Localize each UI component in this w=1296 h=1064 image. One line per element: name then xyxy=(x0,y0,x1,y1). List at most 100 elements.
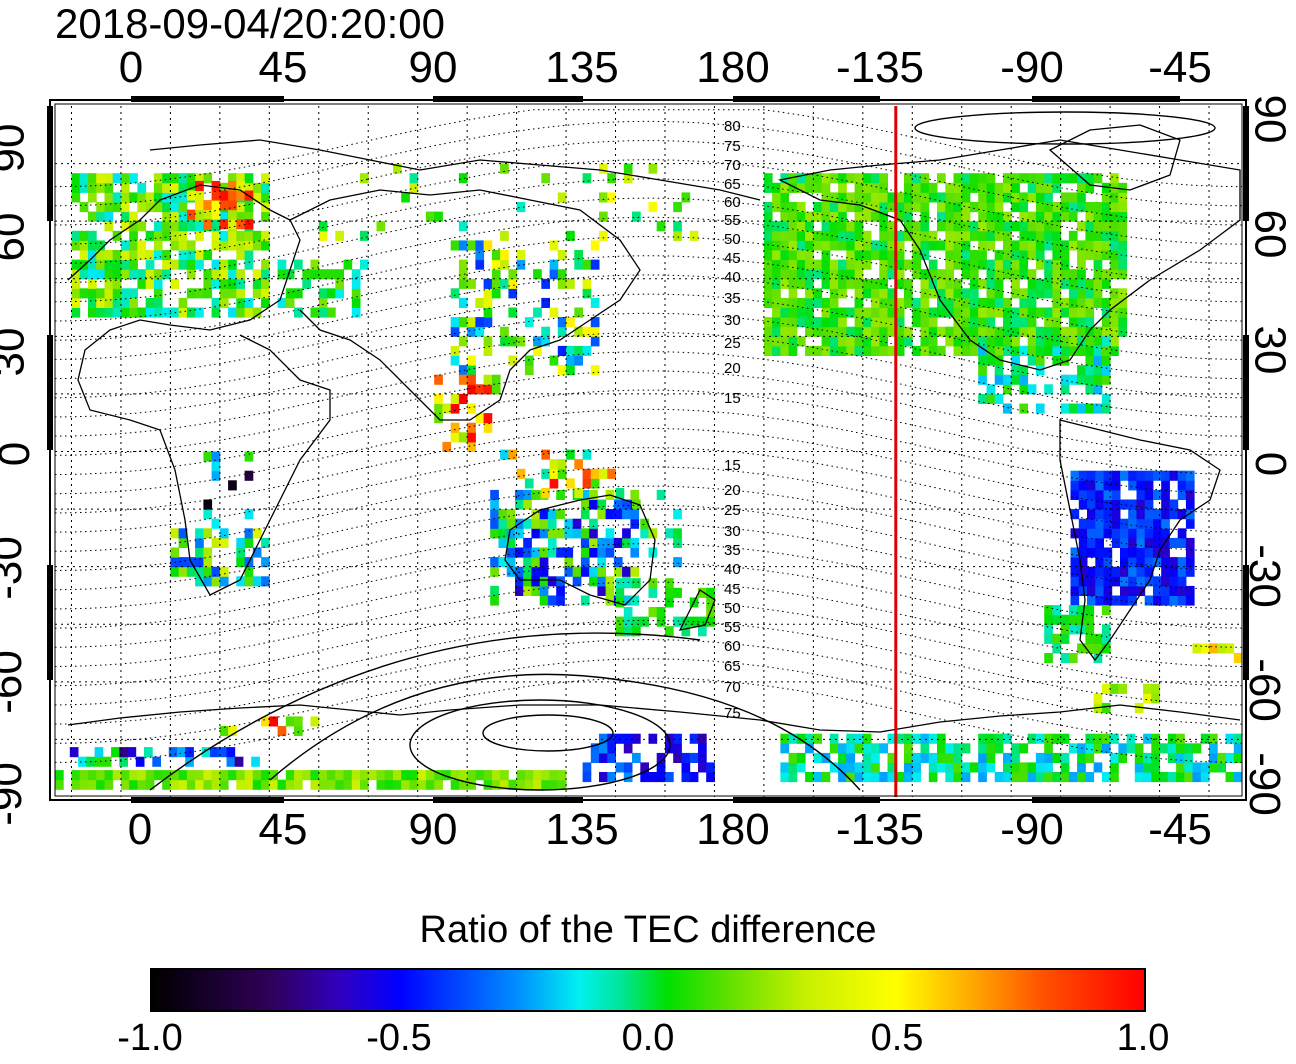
tec-cell xyxy=(1093,250,1103,261)
tec-cell xyxy=(1052,614,1062,625)
tec-cell xyxy=(1185,557,1195,568)
tec-cell xyxy=(838,230,847,241)
tec-cell xyxy=(623,607,633,618)
tec-cell xyxy=(88,211,97,222)
tec-cell xyxy=(244,240,254,251)
mlat-label-n35: 35 xyxy=(724,290,741,307)
tec-cell xyxy=(788,288,798,299)
tec-cell xyxy=(813,733,823,744)
tec-cell xyxy=(1044,240,1053,251)
tec-cell xyxy=(796,278,806,289)
tec-cell xyxy=(384,779,394,790)
tec-cell xyxy=(129,211,138,222)
tec-cell xyxy=(1085,202,1095,213)
tec-cell xyxy=(961,221,971,232)
tec-cell xyxy=(838,259,847,270)
tec-cell xyxy=(805,230,814,241)
tec-cell xyxy=(1169,595,1179,606)
tec-cell xyxy=(928,762,938,773)
tec-cell xyxy=(632,499,641,510)
tec-cell xyxy=(994,326,1004,337)
tec-cell xyxy=(1233,752,1243,763)
tec-cell xyxy=(566,345,575,356)
tec-cell xyxy=(796,307,806,318)
tec-cell xyxy=(1176,752,1185,763)
tec-cell xyxy=(805,772,814,783)
tec-cell xyxy=(294,307,303,318)
tec-cell xyxy=(945,297,954,308)
tec-cell xyxy=(1068,614,1078,625)
tec-cell xyxy=(1093,384,1103,395)
tec-cell xyxy=(219,779,229,790)
tec-cell xyxy=(1161,499,1170,510)
tec-cell xyxy=(673,528,682,539)
tec-cell xyxy=(1101,250,1111,261)
tec-cell xyxy=(210,747,219,758)
tec-cell xyxy=(1101,230,1111,241)
tec-cell xyxy=(195,250,204,261)
tec-cell xyxy=(442,403,452,414)
tec-cell xyxy=(937,307,946,318)
tec-cell xyxy=(632,733,641,744)
tec-cell xyxy=(475,770,485,781)
tec-cell xyxy=(986,336,996,347)
tec-cell xyxy=(450,403,460,414)
tec-cell xyxy=(1011,743,1020,754)
tec-cell xyxy=(589,566,598,577)
tec-cell xyxy=(970,278,979,289)
tec-cell xyxy=(953,259,963,270)
tec-cell xyxy=(96,202,105,213)
tec-cell xyxy=(994,278,1004,289)
tec-cell xyxy=(1044,221,1053,232)
tec-cell xyxy=(945,269,954,280)
tec-cell xyxy=(170,779,180,790)
mlat-contour xyxy=(54,639,1243,725)
tec-cell xyxy=(572,528,582,539)
tec-cell xyxy=(533,770,542,781)
tec-cell xyxy=(368,770,377,781)
tec-cell xyxy=(1093,269,1103,280)
tec-cell xyxy=(945,752,954,763)
tec-cell xyxy=(203,288,213,299)
tec-cell xyxy=(516,468,526,479)
tec-cell xyxy=(871,192,880,203)
tec-cell xyxy=(1128,585,1137,596)
tec-cell xyxy=(533,269,542,280)
tec-cell xyxy=(71,240,81,251)
tec-cell xyxy=(1044,384,1053,395)
tec-cell xyxy=(1161,557,1170,568)
tec-cell xyxy=(500,336,509,347)
tec-cell xyxy=(318,230,328,241)
tec-cell xyxy=(961,250,971,261)
tec-cell xyxy=(1169,509,1179,520)
tec-cell xyxy=(978,278,987,289)
tec-cell xyxy=(582,173,592,184)
tec-cell xyxy=(986,269,996,280)
tec-cell xyxy=(937,211,946,222)
tec-cell xyxy=(195,259,204,270)
tec-cell xyxy=(162,779,171,790)
tec-cell xyxy=(572,518,582,529)
tec-cell xyxy=(162,307,171,318)
tec-cell xyxy=(203,219,213,230)
tec-cell xyxy=(648,733,658,744)
tec-cell xyxy=(516,336,526,347)
tec-cell xyxy=(1101,743,1111,754)
tec-cell xyxy=(153,202,163,213)
top-lon-tick-135: 135 xyxy=(545,43,619,92)
tec-cell xyxy=(1003,752,1012,763)
tec-cell xyxy=(211,180,221,191)
tec-cell xyxy=(498,509,508,520)
tec-cell xyxy=(928,752,938,763)
tec-cell xyxy=(539,566,549,577)
tec-cell xyxy=(458,779,468,790)
mlat-contour xyxy=(54,197,1243,284)
tec-cell xyxy=(244,779,254,790)
tec-cell xyxy=(1101,240,1111,251)
tec-cell xyxy=(572,576,582,587)
tec-cell xyxy=(838,772,847,783)
tec-cell xyxy=(490,528,499,539)
tec-cell xyxy=(1144,489,1154,500)
tec-cell xyxy=(1095,499,1104,510)
map-inner-frame xyxy=(54,103,1243,797)
